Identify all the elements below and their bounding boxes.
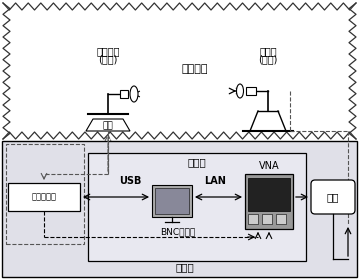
Bar: [152, 185, 192, 217]
Text: VNA: VNA: [259, 161, 279, 171]
FancyBboxPatch shape: [311, 180, 355, 214]
Bar: [88, 153, 306, 261]
Text: USB: USB: [119, 176, 141, 186]
Text: LAN: LAN: [204, 176, 226, 186]
Text: 功放: 功放: [327, 192, 339, 202]
Bar: [15, 13, 344, 129]
Bar: [248, 214, 258, 224]
Bar: [2, 141, 357, 277]
Text: (发射): (发射): [258, 54, 278, 64]
Bar: [0, 3, 359, 139]
Bar: [248, 178, 290, 211]
Text: (接收): (接收): [98, 54, 118, 64]
Text: 计算机: 计算机: [188, 157, 206, 167]
Text: 源天线: 源天线: [259, 46, 277, 56]
Ellipse shape: [130, 86, 138, 102]
Text: 待测天线: 待测天线: [96, 46, 120, 56]
Text: 转台控制箱: 转台控制箱: [32, 193, 56, 201]
Text: BNC同轴线: BNC同轴线: [160, 227, 196, 237]
Bar: [6, 144, 84, 244]
Bar: [155, 188, 189, 214]
Polygon shape: [86, 119, 130, 131]
Bar: [245, 174, 293, 229]
Text: 微波暗室: 微波暗室: [182, 64, 208, 74]
Bar: [8, 183, 80, 211]
Bar: [120, 90, 128, 98]
Text: 转台: 转台: [103, 121, 113, 131]
Ellipse shape: [237, 84, 243, 98]
Bar: [276, 214, 286, 224]
Bar: [246, 87, 256, 95]
Text: 控制室: 控制室: [176, 262, 194, 272]
Bar: [262, 214, 272, 224]
